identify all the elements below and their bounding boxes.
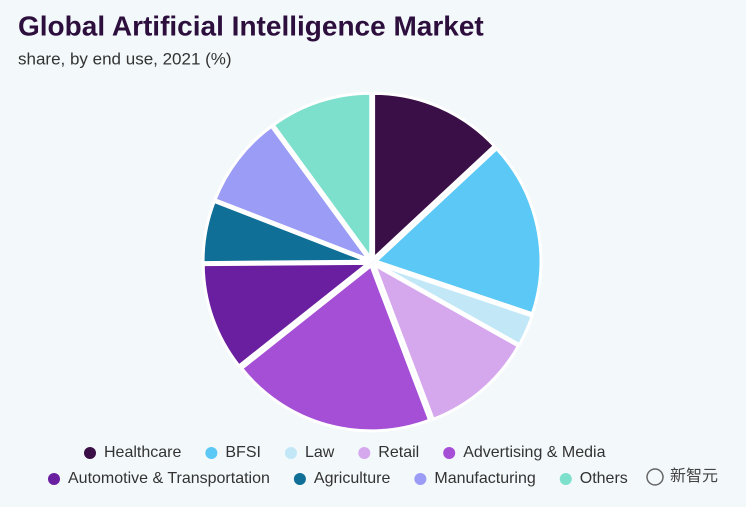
- chart-subtitle: share, by end use, 2021 (%): [18, 49, 232, 68]
- legend-marker: [284, 447, 297, 459]
- legend-label: Advertising & Media: [463, 444, 605, 461]
- watermark: 新智元: [670, 467, 718, 485]
- legend-label: Retail: [378, 444, 419, 461]
- legend-label: Law: [305, 444, 335, 461]
- pie-slice: [373, 146, 543, 316]
- pie: [201, 91, 543, 433]
- legend-marker: [443, 447, 456, 459]
- pie-slice: [201, 199, 369, 265]
- pie-slice: [372, 91, 497, 262]
- legend-label: BFSI: [225, 444, 261, 461]
- legend-marker: [48, 473, 60, 485]
- legend-marker: [559, 473, 572, 485]
- legend-marker: [205, 447, 218, 459]
- chart-title: Global Artificial Intelligence Market: [18, 10, 484, 41]
- pie-slice: [374, 262, 534, 347]
- pie-slice: [239, 263, 432, 433]
- watermark-icon: [646, 468, 664, 486]
- pie-slice: [371, 261, 521, 422]
- legend-label: Agriculture: [314, 470, 391, 487]
- legend-marker: [84, 447, 96, 459]
- legend-marker: [358, 447, 371, 459]
- legend-marker: [414, 473, 427, 485]
- pie-slice: [213, 124, 374, 263]
- legend-label: Healthcare: [104, 444, 181, 461]
- legend-label: Automotive & Transportation: [68, 470, 270, 487]
- pie-slice: [271, 91, 373, 263]
- legend: Healthcare BFSI Law Retail Advertising & Med…: [48, 444, 628, 487]
- legend-label: Manufacturing: [434, 470, 535, 487]
- legend-marker: [293, 473, 306, 485]
- legend-label: Others: [580, 470, 628, 487]
- pie-slice: [201, 261, 373, 369]
